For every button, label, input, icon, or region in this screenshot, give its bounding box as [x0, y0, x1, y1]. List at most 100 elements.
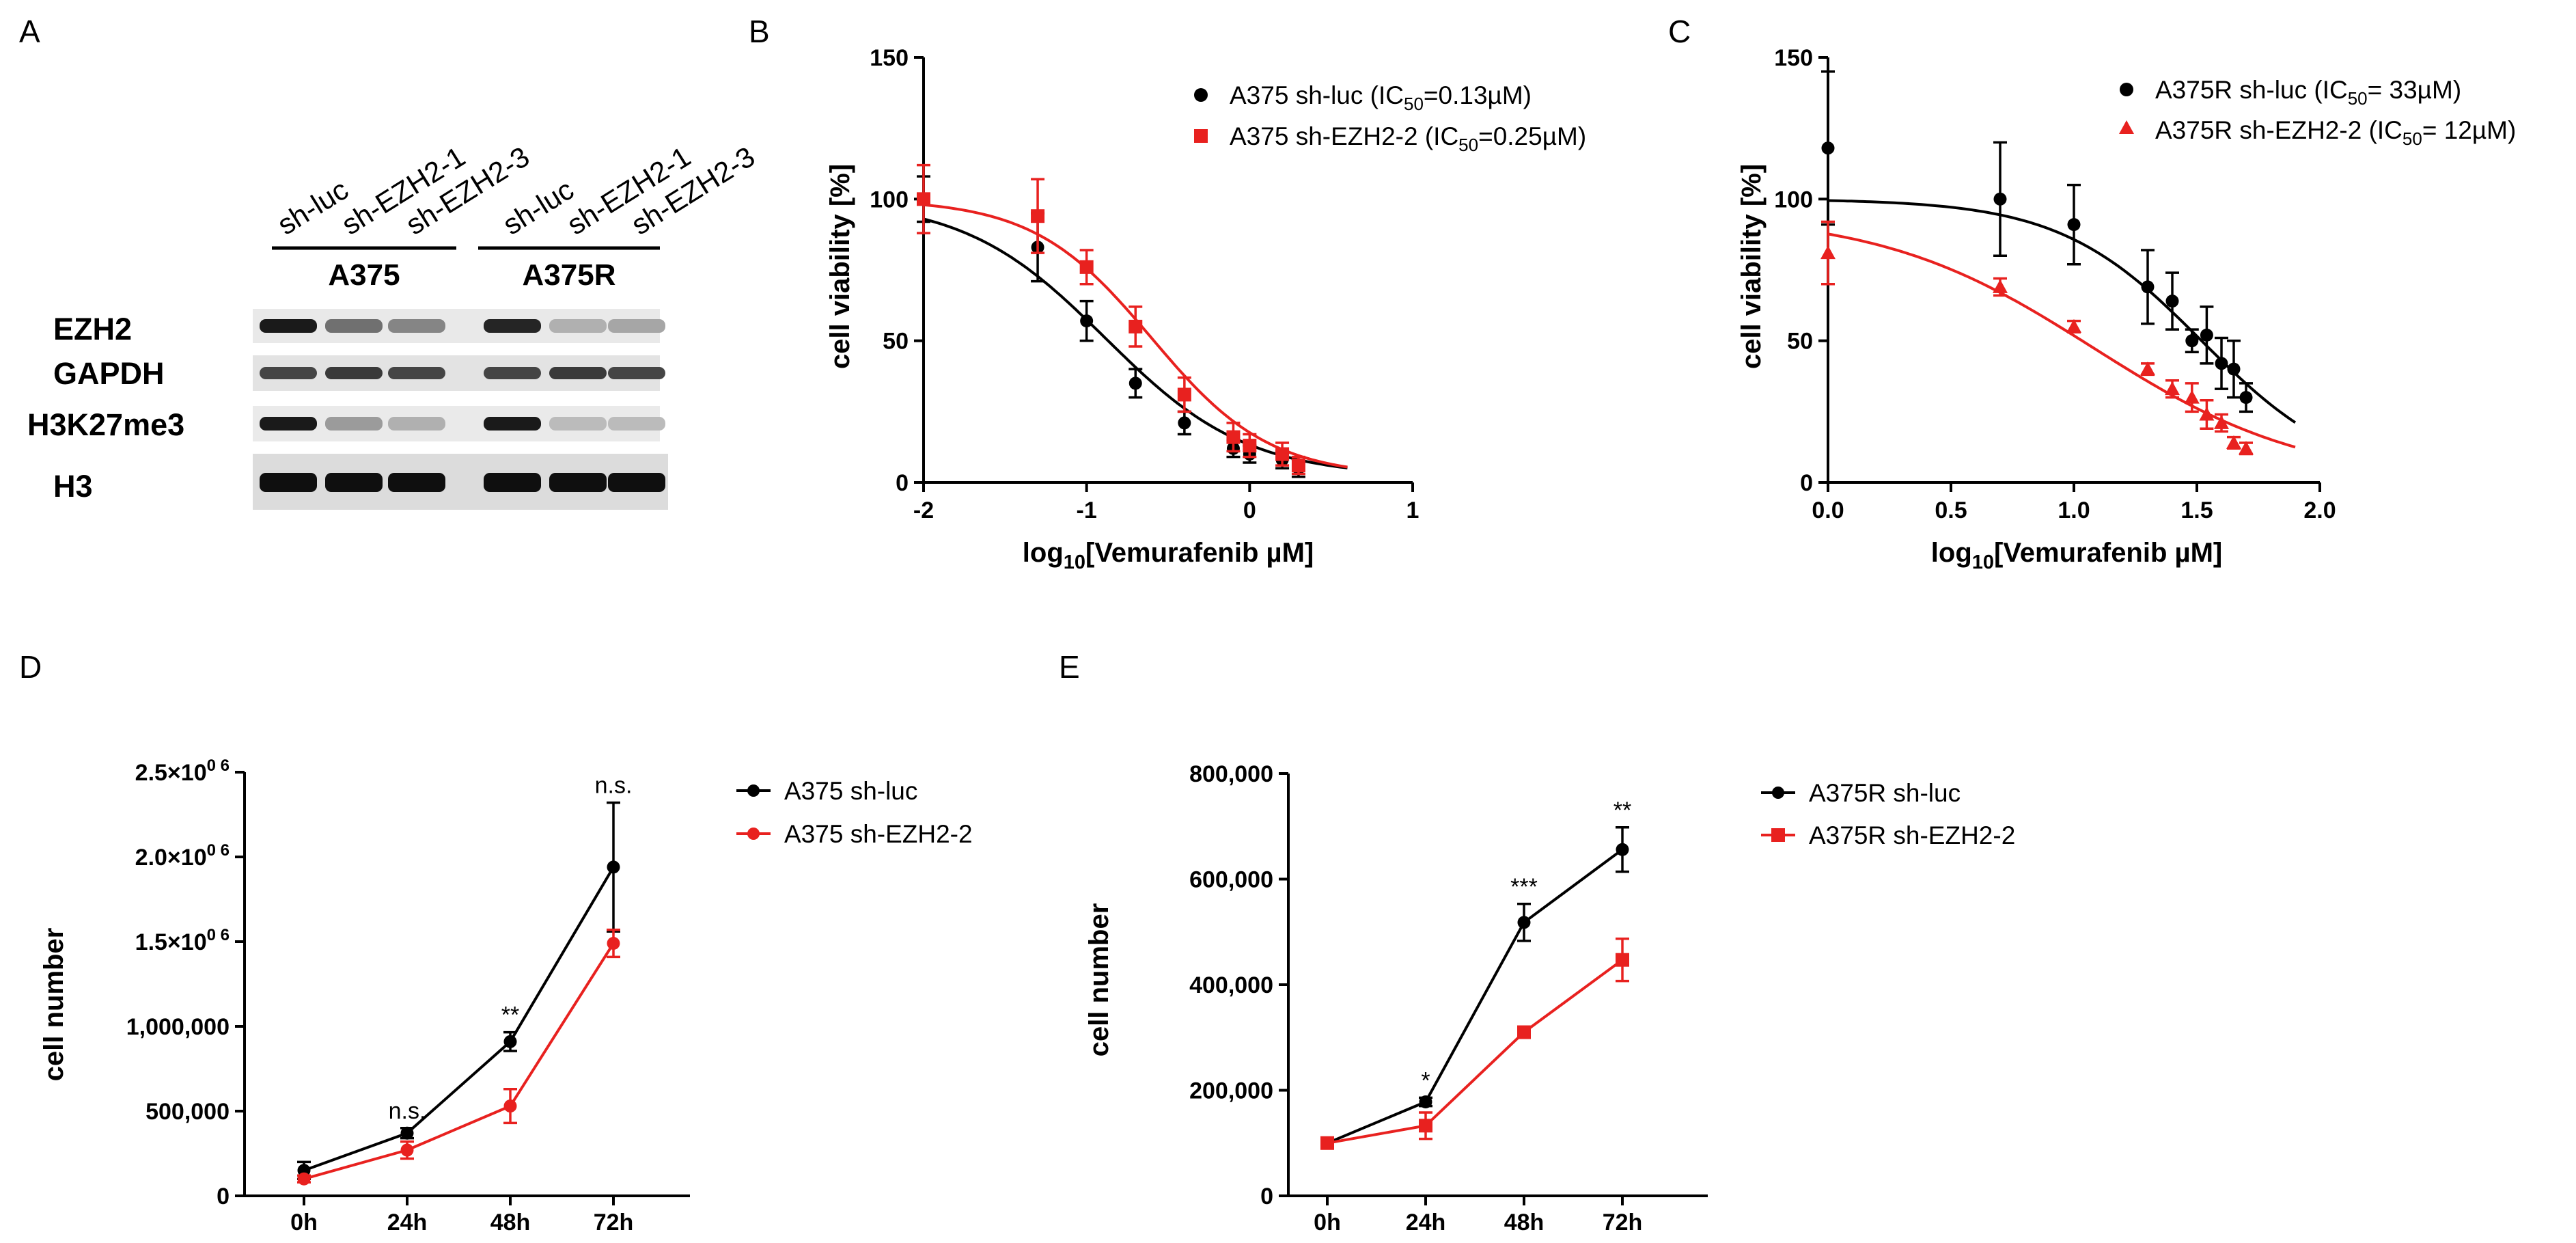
blot-band: [549, 367, 607, 379]
data-point: [607, 936, 620, 950]
y-tick-label: 500,000: [146, 1099, 230, 1125]
y-tick-label: 0: [1260, 1184, 1273, 1210]
series-line: [1327, 959, 1624, 1145]
panel-letter-e: E: [1059, 649, 1080, 685]
legend-label: A375R sh-EZH2-2 (IC50= 12µM): [2155, 116, 2516, 149]
series-line: [303, 942, 615, 1181]
x-axis-label-main: log: [1931, 538, 1972, 568]
legend-marker: [1194, 129, 1208, 143]
blot-band: [325, 319, 383, 333]
x-axis-label-rest: [Vemurafenib µM]: [1994, 538, 2222, 568]
legend-marker: [747, 828, 760, 840]
blot-band: [260, 319, 317, 333]
legend-marker: [747, 784, 760, 797]
x-tick-label: 0.5: [1935, 497, 1967, 523]
chart-b: cell viability [%] log10[Vemurafenib µM]…: [825, 45, 1586, 573]
legend-label: A375R sh-luc (IC50= 33µM): [2155, 76, 2461, 109]
x-axis-label-rest: [Vemurafenib µM]: [1085, 538, 1314, 568]
data-point: [2185, 334, 2199, 348]
y-tick-label: 50: [883, 329, 909, 355]
lane-label: sh-luc: [272, 173, 354, 241]
legend-label: A375 sh-EZH2-2 (IC50=0.25µM): [1230, 122, 1586, 155]
western-blot: sh-luc sh-EZH2-1 sh-EZH2-3 sh-luc sh-EZH…: [27, 140, 760, 510]
data-point: [1080, 314, 1094, 328]
y-tick-label-base: 1.5×10: [135, 929, 207, 955]
y-tick-label-exponent: 0 6: [207, 841, 230, 860]
data-point: [1820, 245, 1836, 260]
blot-band: [260, 473, 317, 492]
x-tick-label: 24h: [1406, 1210, 1446, 1235]
chart-e: cell number A375R sh-luc A375R sh-EZH2-2…: [1084, 761, 2015, 1235]
data-point: [1128, 319, 1143, 333]
legend-label: A375 sh-luc: [784, 777, 917, 805]
blot-row-label: H3: [53, 469, 93, 504]
data-point: [1616, 953, 1629, 967]
legend-marker: [1771, 828, 1785, 842]
data-point: [2165, 381, 2180, 396]
blot-row-label: GAPDH: [53, 356, 165, 391]
legend: A375 sh-luc A375 sh-EZH2-2: [736, 777, 973, 848]
x-tick-label: -2: [913, 497, 934, 523]
significance-label: n.s.: [595, 773, 633, 799]
blot-band: [388, 367, 445, 379]
data-point: [1177, 387, 1191, 402]
legend: A375R sh-luc (IC50= 33µM) A375R sh-EZH2-…: [2119, 76, 2516, 149]
data-point: [1821, 141, 1835, 155]
blot-band: [325, 473, 383, 492]
chart-d: cell number A375 sh-luc A375 sh-EZH2-2 0…: [39, 756, 973, 1235]
y-axis-label: cell viability [%]: [1736, 164, 1767, 369]
y-tick-label: 0: [217, 1184, 230, 1210]
data-point: [2226, 435, 2241, 449]
x-axis-label-sub: 10: [1972, 551, 1994, 573]
data-point: [2227, 362, 2241, 376]
significance-label: ***: [1510, 874, 1538, 900]
blot-band: [549, 417, 607, 431]
blot-band: [260, 417, 317, 431]
blot-band: [260, 367, 317, 379]
data-point: [297, 1172, 311, 1186]
blot-band: [388, 417, 445, 431]
y-tick-label-exponent: 0 6: [207, 926, 230, 944]
significance-label: **: [1614, 797, 1631, 823]
legend-marker: [1194, 88, 1208, 102]
x-tick-label: 0h: [1314, 1210, 1341, 1235]
data-point: [503, 1035, 517, 1048]
data-point: [1320, 1136, 1334, 1150]
blot-band: [608, 473, 665, 492]
x-axis-label-sub: 10: [1064, 551, 1085, 573]
data-point: [1993, 279, 2008, 293]
data-point: [1993, 192, 2007, 206]
y-tick-label: 1.5×100 6: [135, 926, 230, 955]
y-tick-label-base: 2.5×10: [135, 760, 207, 786]
blot-band: [325, 367, 383, 379]
legend-label: A375R sh-EZH2-2: [1809, 821, 2015, 849]
data-point: [1226, 430, 1241, 444]
x-axis-label: log10[Vemurafenib µM]: [1931, 538, 2222, 573]
y-tick-label: 2.0×100 6: [135, 841, 230, 871]
data-point: [1031, 209, 1045, 223]
panel-letter-a: A: [19, 14, 40, 49]
y-tick-label: 100: [1774, 187, 1813, 213]
y-tick-label: 150: [1774, 45, 1813, 71]
legend-label: A375 sh-luc (IC50=0.13µM): [1230, 81, 1532, 114]
data-point: [1616, 843, 1629, 856]
blot-row-label: EZH2: [53, 312, 132, 346]
legend-label: A375R sh-luc: [1809, 779, 1961, 807]
panel-letter-b: B: [749, 14, 770, 49]
data-point: [2215, 357, 2228, 370]
y-axis-label: cell number: [39, 928, 69, 1082]
data-point: [2239, 441, 2254, 455]
data-point: [917, 192, 930, 206]
y-axis-label: cell number: [1084, 903, 1114, 1057]
y-tick-label: 400,000: [1189, 972, 1273, 998]
y-tick-label: 1,000,000: [126, 1014, 230, 1040]
y-tick-label: 150: [870, 45, 909, 71]
fit-curve: [1827, 199, 2297, 424]
data-point: [2214, 415, 2229, 429]
series-line: [1327, 848, 1624, 1145]
legend: A375 sh-luc (IC50=0.13µM) A375 sh-EZH2-2…: [1194, 81, 1586, 155]
y-tick-label-exponent: 0 6: [207, 756, 230, 775]
blot-band: [608, 367, 665, 379]
data-point: [1517, 916, 1531, 929]
